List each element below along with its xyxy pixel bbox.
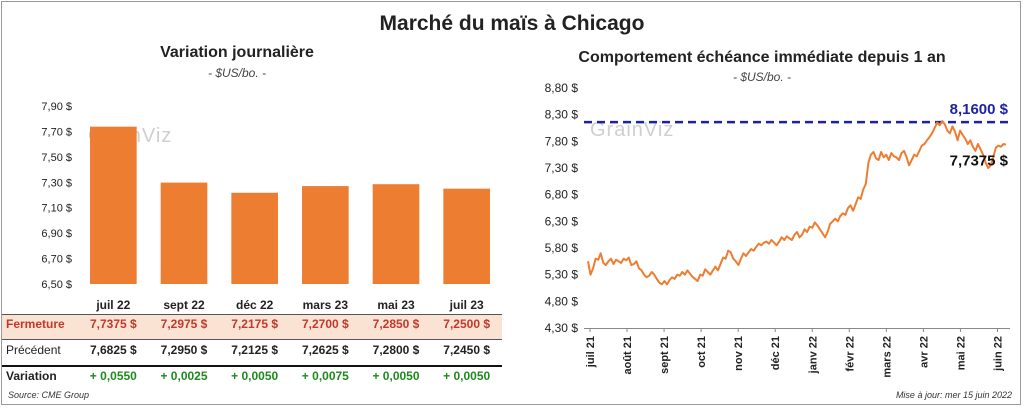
bar [231, 192, 278, 284]
bar [443, 188, 490, 284]
right-chart-unit: - $US/bo. - [732, 70, 792, 84]
x-tick-label: mai 22 [955, 336, 967, 370]
x-tick-label: juil 22 [95, 298, 130, 312]
update-note: Mise à jour: mer 15 juin 2022 [895, 390, 1012, 400]
table-cell: + 0,0025 [160, 369, 207, 383]
table-row-label: Fermeture [6, 317, 65, 331]
bar [372, 184, 420, 284]
y-tick-label: 5,80 $ [545, 241, 579, 255]
main-title: Marché du maïs à Chicago [379, 12, 645, 35]
x-tick-label: nov 21 [733, 336, 745, 371]
x-tick-label: mai 23 [377, 298, 415, 312]
x-tick-label: août 21 [622, 336, 634, 375]
bar [160, 182, 208, 284]
y-tick-label: 7,70 $ [41, 126, 72, 138]
y-tick-label: 4,80 $ [545, 294, 579, 308]
left-chart-title: Variation journalière [160, 44, 314, 61]
table-cell: 7,2700 $ [302, 317, 349, 331]
bar [302, 186, 349, 284]
table-cell: 7,2450 $ [443, 343, 490, 357]
y-tick-label: 6,50 $ [41, 279, 72, 291]
x-tick-label: mars 23 [303, 298, 349, 312]
price-line [587, 120, 1007, 286]
y-tick-label: 6,70 $ [41, 254, 72, 266]
table-cell: 7,2625 $ [302, 343, 349, 357]
table-row-label: Variation [6, 369, 57, 383]
table-cell: + 0,0550 [90, 369, 137, 383]
y-tick-label: 6,30 $ [545, 214, 579, 228]
table-cell: + 0,0050 [372, 369, 419, 383]
table-cell: 7,2175 $ [231, 317, 278, 331]
x-tick-label: mars 22 [881, 336, 893, 378]
x-tick-label: oct 21 [696, 336, 708, 368]
x-tick-label: juin 22 [992, 336, 1004, 372]
x-tick-label: avr 22 [918, 336, 930, 368]
x-tick-label: déc 22 [236, 298, 274, 312]
last-value-label: 7,7375 $ [950, 153, 1009, 170]
reference-line-label: 8,1600 $ [950, 101, 1009, 118]
y-tick-label: 7,90 $ [41, 101, 72, 113]
table-cell: 7,2125 $ [231, 343, 278, 357]
x-tick-label: févr 22 [844, 336, 856, 371]
x-tick-label: sept 22 [163, 298, 205, 312]
y-tick-label: 7,80 $ [545, 134, 579, 148]
x-tick-label: juil 21 [585, 336, 597, 368]
y-tick-label: 5,30 $ [545, 268, 579, 282]
y-tick-label: 7,10 $ [41, 203, 72, 215]
y-tick-label: 8,30 $ [545, 108, 579, 122]
y-tick-label: 8,80 $ [545, 81, 579, 95]
bar [90, 126, 137, 285]
y-tick-label: 6,80 $ [545, 188, 579, 202]
table-cell: 7,2950 $ [161, 343, 208, 357]
table-cell: 7,7375 $ [90, 317, 137, 331]
y-tick-label: 4,30 $ [545, 321, 579, 335]
y-tick-label: 7,30 $ [545, 161, 579, 175]
watermark: GrainViz [590, 119, 674, 141]
y-tick-label: 7,50 $ [41, 152, 72, 164]
table-cell: 7,6825 $ [90, 343, 137, 357]
table-cell: 7,2850 $ [373, 317, 420, 331]
x-tick-label: janv 22 [807, 336, 819, 374]
left-chart-unit: - $US/bo. - [207, 66, 267, 80]
table-cell: + 0,0075 [302, 369, 349, 383]
table-cell: 7,2500 $ [443, 317, 490, 331]
y-tick-label: 6,90 $ [41, 228, 72, 240]
source-note: Source: CME Group [8, 390, 90, 400]
close-row-background [2, 315, 502, 339]
table-cell: 7,2800 $ [373, 343, 420, 357]
x-tick-label: juil 23 [449, 298, 484, 312]
table-cell: + 0,0050 [231, 369, 278, 383]
table-cell: 7,2975 $ [161, 317, 208, 331]
table-cell: + 0,0050 [443, 369, 490, 383]
bar-chart: GrainViz6,50 $6,70 $6,90 $7,10 $7,30 $7,… [2, 101, 502, 383]
x-tick-label: déc 21 [770, 336, 782, 370]
x-tick-label: sept 21 [659, 336, 671, 374]
table-row-label: Précédent [6, 343, 61, 357]
right-chart-title: Comportement échéance immédiate depuis 1… [578, 49, 946, 66]
y-tick-label: 7,30 $ [41, 177, 72, 189]
